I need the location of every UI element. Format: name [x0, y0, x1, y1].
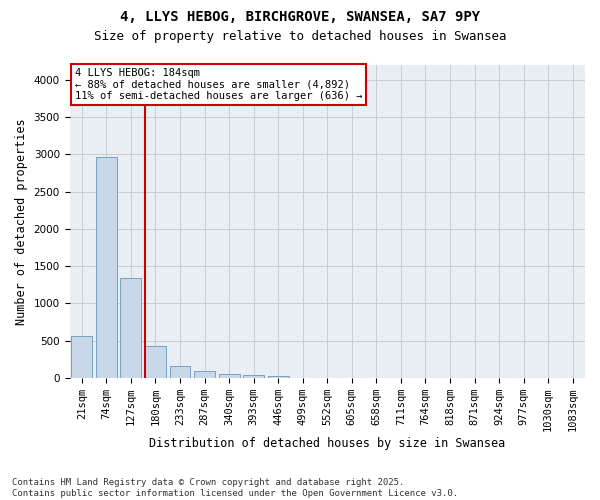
Bar — [218, 374, 239, 378]
Bar — [121, 278, 142, 378]
Text: 4, LLYS HEBOG, BIRCHGROVE, SWANSEA, SA7 9PY: 4, LLYS HEBOG, BIRCHGROVE, SWANSEA, SA7 … — [120, 10, 480, 24]
Text: Size of property relative to detached houses in Swansea: Size of property relative to detached ho… — [94, 30, 506, 43]
Bar — [145, 346, 166, 378]
Bar — [170, 366, 190, 378]
Bar — [194, 370, 215, 378]
Bar — [268, 376, 289, 378]
Bar — [243, 375, 264, 378]
Text: Contains HM Land Registry data © Crown copyright and database right 2025.
Contai: Contains HM Land Registry data © Crown c… — [12, 478, 458, 498]
Bar — [71, 336, 92, 378]
Text: 4 LLYS HEBOG: 184sqm
← 88% of detached houses are smaller (4,892)
11% of semi-de: 4 LLYS HEBOG: 184sqm ← 88% of detached h… — [74, 68, 362, 102]
X-axis label: Distribution of detached houses by size in Swansea: Distribution of detached houses by size … — [149, 437, 505, 450]
Bar — [96, 158, 117, 378]
Y-axis label: Number of detached properties: Number of detached properties — [15, 118, 28, 325]
